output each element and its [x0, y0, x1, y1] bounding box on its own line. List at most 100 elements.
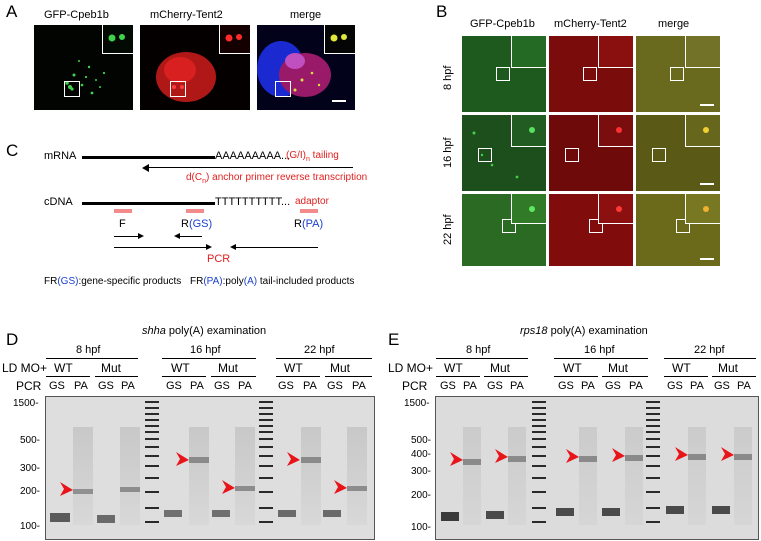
- genotype-underline: [554, 376, 598, 377]
- inset-zoom: [685, 194, 720, 224]
- marker-500: 500-: [20, 435, 41, 446]
- inset-zoom: [511, 115, 546, 147]
- roi-box: [583, 67, 597, 81]
- marker-100: 100-: [411, 522, 432, 533]
- inset-zoom: [219, 25, 250, 54]
- panel-b-16hpf-mcherry: [549, 115, 633, 191]
- primer-f-bar: [114, 209, 132, 213]
- gel-image-rps18: [435, 396, 759, 540]
- scale-bar: [700, 258, 714, 260]
- group-8hpf: 8 hpf: [76, 344, 101, 356]
- panel-a-gfp-image: [34, 25, 133, 110]
- polyt-sequence: TTTTTTTTTT...: [215, 196, 291, 208]
- ld-mo-label: LD MO+: [2, 361, 48, 375]
- lane-pa: PA: [74, 380, 88, 392]
- band-arrows: [60, 452, 347, 496]
- group-underline: [436, 358, 528, 359]
- roi-box: [589, 219, 603, 233]
- lane-pa: PA: [463, 380, 477, 392]
- roi-box: [496, 67, 510, 81]
- lane-pa: PA: [510, 380, 524, 392]
- panel-a-header-merge: merge: [290, 9, 322, 21]
- inset-zoom: [511, 194, 546, 224]
- inset-zoom: [685, 36, 720, 68]
- marker-500: 500-: [411, 435, 432, 446]
- mrna-strand: [82, 156, 215, 159]
- lane-pa: PA: [581, 380, 595, 392]
- roi-box: [170, 81, 186, 97]
- gel-image-shha: [45, 396, 375, 540]
- lane-gs: GS: [166, 380, 182, 392]
- genotype-underline: [436, 376, 480, 377]
- pcr-label: PCR: [207, 253, 231, 265]
- inset-zoom: [598, 115, 633, 147]
- arrowhead-left-icon: [230, 244, 236, 250]
- lane-pa: PA: [690, 380, 704, 392]
- red-arrowhead-icon: [721, 447, 734, 461]
- roi-box: [502, 219, 516, 233]
- genotype-mut: Mut: [101, 361, 122, 375]
- genotype-mut: Mut: [490, 361, 511, 375]
- forward-arrow-2: [114, 247, 206, 248]
- roi-box: [275, 81, 291, 97]
- genotype-wt: WT: [444, 361, 463, 375]
- lane-gs: GS: [49, 380, 65, 392]
- red-arrowhead-icon: [287, 452, 300, 466]
- panel-d-title: shha poly(A) examination: [142, 325, 267, 337]
- polya-sequence: AAAAAAAAA...: [215, 150, 291, 162]
- red-arrowhead-icon: [566, 449, 579, 463]
- lane-pa: PA: [238, 380, 252, 392]
- group-22hpf: 22 hpf: [304, 344, 335, 356]
- marker-1500: 1500-: [404, 398, 430, 409]
- genotype-underline: [325, 376, 372, 377]
- primer-rgs-bar: [186, 209, 204, 213]
- group-underline: [162, 358, 256, 359]
- lane-gs: GS: [558, 380, 574, 392]
- forward-arrow-1: [114, 236, 138, 237]
- cdna-strand: [82, 202, 215, 205]
- ld-mo-label: LD MO+: [388, 361, 434, 375]
- primer-rgs-label: R(GS): [181, 218, 213, 230]
- roi-box: [64, 81, 80, 97]
- panel-b-header-mcherry: mCherry-Tent2: [554, 18, 627, 30]
- lane-pa: PA: [737, 380, 751, 392]
- pcr-row-label: PCR: [16, 379, 42, 393]
- reverse-arrow-1: [180, 236, 202, 237]
- lane-pa: PA: [190, 380, 204, 392]
- cdna-label: cDNA: [44, 196, 73, 208]
- arrowhead-left-icon: [174, 233, 180, 239]
- genotype-mut: Mut: [608, 361, 629, 375]
- panel-label-b: B: [436, 2, 448, 21]
- red-arrowhead-icon: [222, 480, 235, 494]
- group-16hpf: 16 hpf: [190, 344, 221, 356]
- primer-f-label: F: [119, 218, 126, 230]
- panel-a-merge-image: [257, 25, 355, 110]
- red-arrowhead-icon: [612, 448, 625, 462]
- arrowhead-right-icon: [138, 233, 144, 239]
- lane-gs: GS: [667, 380, 683, 392]
- marker-100: 100-: [20, 521, 41, 532]
- genotype-underline: [46, 376, 90, 377]
- pcr-row-label: PCR: [402, 379, 428, 393]
- inset-zoom: [598, 36, 633, 68]
- genotype-underline: [602, 376, 648, 377]
- genotype-mut: Mut: [218, 361, 239, 375]
- tailing-text: (G/I)n tailing: [286, 150, 339, 163]
- reverse-arrow-2: [236, 247, 318, 248]
- marker-400: 400-: [411, 449, 432, 460]
- panel-b-22hpf-merge: [636, 194, 720, 266]
- legend-gs: FR(GS):gene-specific products: [44, 276, 182, 287]
- scale-bar: [332, 100, 346, 102]
- genotype-underline: [211, 376, 256, 377]
- arrowhead-left-icon: [142, 164, 149, 172]
- lane-gs: GS: [605, 380, 621, 392]
- genotype-mut: Mut: [330, 361, 351, 375]
- panel-b-8hpf-mcherry: [549, 36, 633, 112]
- inset-zoom: [685, 115, 720, 147]
- group-16hpf: 16 hpf: [584, 344, 615, 356]
- panel-b-16hpf-gfp: [462, 115, 546, 191]
- row-label-8hpf: 8 hpf: [442, 65, 454, 90]
- group-8hpf: 8 hpf: [466, 344, 491, 356]
- primer-rpa-bar: [300, 209, 318, 213]
- lane-gs: GS: [487, 380, 503, 392]
